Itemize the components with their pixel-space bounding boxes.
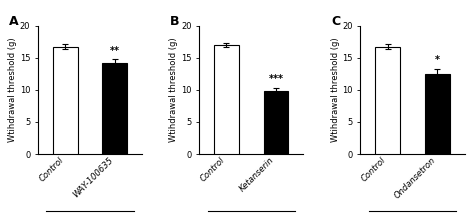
Text: C: C [331,15,340,28]
Bar [102,63,127,154]
Text: *: * [435,55,440,65]
Y-axis label: Wtihdrawal threshold (g): Wtihdrawal threshold (g) [8,38,17,142]
Y-axis label: Wtihdrawal threshold (g): Wtihdrawal threshold (g) [330,38,339,142]
Bar [264,91,288,154]
Text: B: B [170,15,180,28]
Bar [53,47,78,154]
Bar [425,74,450,154]
Y-axis label: Wtihdrawal threshold (g): Wtihdrawal threshold (g) [169,38,178,142]
Bar [375,47,400,154]
Text: **: ** [109,46,120,56]
Text: A: A [9,15,18,28]
Bar [214,45,239,154]
Text: ***: *** [268,74,283,85]
